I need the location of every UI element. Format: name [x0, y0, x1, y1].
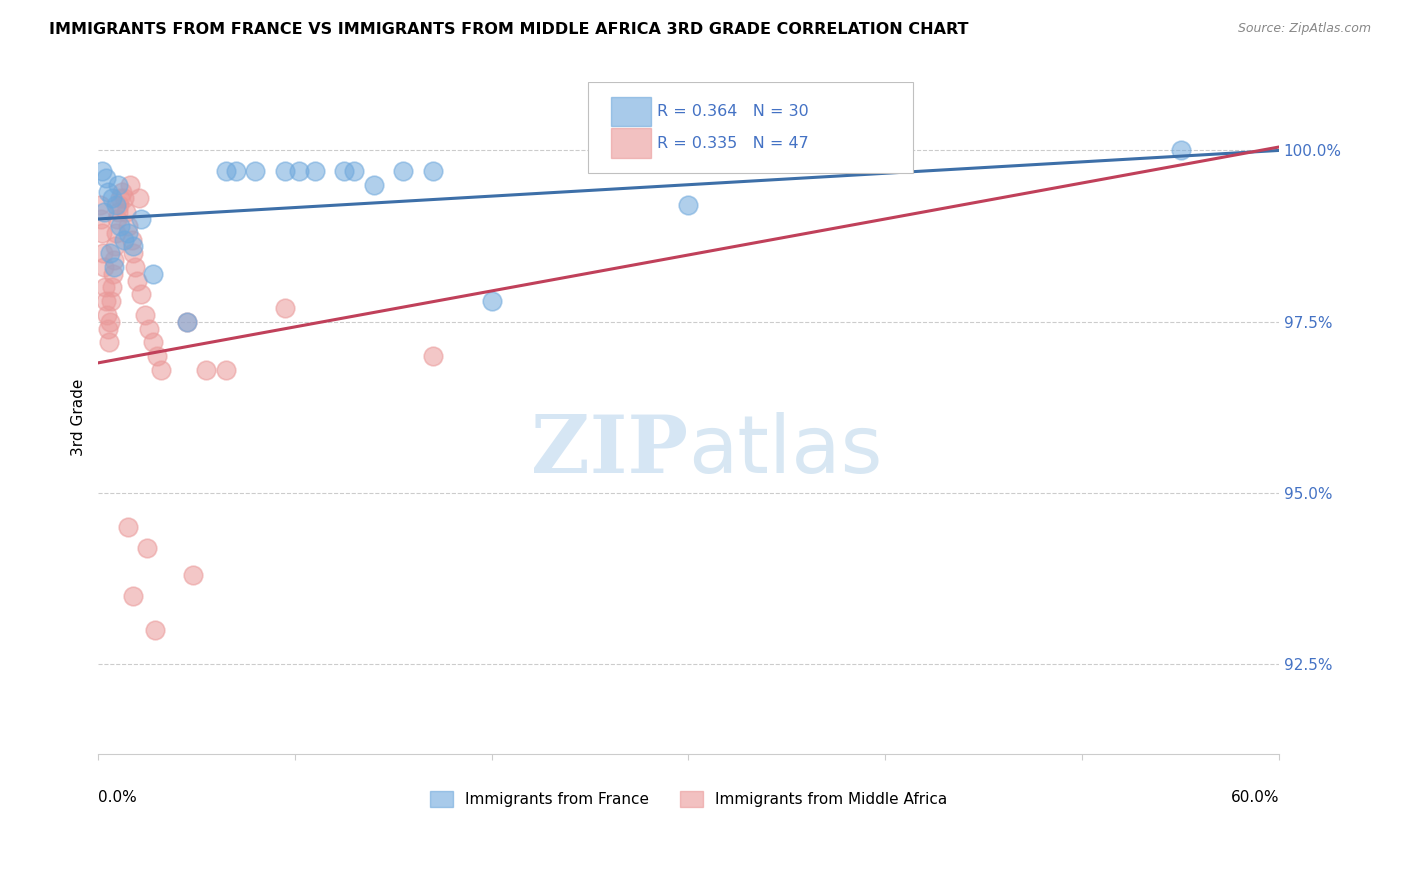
Point: [112, 191, 135, 205]
Point: [143, 623, 166, 637]
Point: [131, 211, 153, 226]
Point: [111, 185, 134, 199]
Point: [98, 246, 121, 260]
Point: [100, 294, 122, 309]
Point: [195, 363, 218, 377]
Point: [90, 211, 112, 226]
Point: [131, 287, 153, 301]
Point: [176, 315, 198, 329]
Legend: Immigrants from France, Immigrants from Middle Africa: Immigrants from France, Immigrants from …: [423, 785, 953, 813]
Text: ZIP: ZIP: [531, 412, 689, 491]
Point: [288, 164, 311, 178]
Point: [146, 349, 169, 363]
Point: [101, 280, 124, 294]
Point: [215, 363, 238, 377]
Point: [142, 335, 165, 350]
Point: [122, 246, 145, 260]
Point: [94, 280, 117, 294]
Point: [274, 164, 297, 178]
Point: [94, 294, 117, 309]
Point: [304, 164, 326, 178]
Point: [93, 205, 115, 219]
Point: [215, 164, 238, 178]
Point: [114, 205, 136, 219]
Text: 60.0%: 60.0%: [1230, 790, 1279, 805]
Point: [98, 315, 121, 329]
Point: [176, 315, 198, 329]
Point: [225, 164, 247, 178]
Point: [89, 198, 111, 212]
Point: [481, 294, 503, 309]
Point: [108, 219, 131, 233]
Point: [122, 589, 145, 603]
Point: [142, 267, 165, 281]
Point: [101, 191, 124, 205]
Text: IMMIGRANTS FROM FRANCE VS IMMIGRANTS FROM MIDDLE AFRICA 3RD GRADE CORRELATION CH: IMMIGRANTS FROM FRANCE VS IMMIGRANTS FRO…: [49, 22, 969, 37]
Point: [108, 191, 131, 205]
Text: 0.0%: 0.0%: [98, 790, 136, 805]
Point: [104, 198, 127, 212]
Point: [104, 226, 127, 240]
Point: [1170, 144, 1192, 158]
Point: [124, 260, 146, 274]
Point: [122, 239, 145, 253]
Point: [150, 363, 173, 377]
Point: [127, 274, 149, 288]
Point: [97, 335, 120, 350]
Point: [245, 164, 267, 178]
Point: [117, 226, 139, 240]
Point: [136, 541, 159, 555]
Point: [422, 349, 444, 363]
Point: [104, 239, 127, 253]
Point: [107, 205, 129, 219]
Point: [392, 164, 415, 178]
Point: [128, 191, 150, 205]
Point: [112, 233, 135, 247]
Point: [678, 198, 700, 212]
Point: [96, 308, 118, 322]
FancyBboxPatch shape: [588, 82, 912, 172]
Point: [343, 164, 366, 178]
Point: [105, 211, 128, 226]
Point: [101, 267, 124, 281]
Point: [422, 164, 444, 178]
Point: [103, 253, 125, 268]
Point: [94, 170, 117, 185]
FancyBboxPatch shape: [610, 128, 651, 158]
Point: [138, 321, 160, 335]
Point: [274, 301, 297, 315]
Point: [107, 198, 129, 212]
Point: [103, 260, 125, 274]
FancyBboxPatch shape: [610, 96, 651, 127]
Point: [121, 233, 143, 247]
Point: [91, 164, 114, 178]
Point: [97, 185, 120, 199]
Point: [363, 178, 385, 192]
Point: [181, 568, 204, 582]
Point: [93, 260, 115, 274]
Text: R = 0.364   N = 30: R = 0.364 N = 30: [657, 104, 808, 119]
Point: [97, 321, 120, 335]
Text: atlas: atlas: [689, 412, 883, 491]
Point: [117, 219, 139, 233]
Point: [91, 226, 114, 240]
Point: [91, 246, 114, 260]
Point: [107, 178, 129, 192]
Text: R = 0.335   N = 47: R = 0.335 N = 47: [657, 136, 808, 151]
Point: [333, 164, 356, 178]
Text: Source: ZipAtlas.com: Source: ZipAtlas.com: [1237, 22, 1371, 36]
Y-axis label: 3rd Grade: 3rd Grade: [72, 379, 86, 457]
Point: [134, 308, 156, 322]
Point: [117, 520, 139, 534]
Point: [118, 178, 141, 192]
